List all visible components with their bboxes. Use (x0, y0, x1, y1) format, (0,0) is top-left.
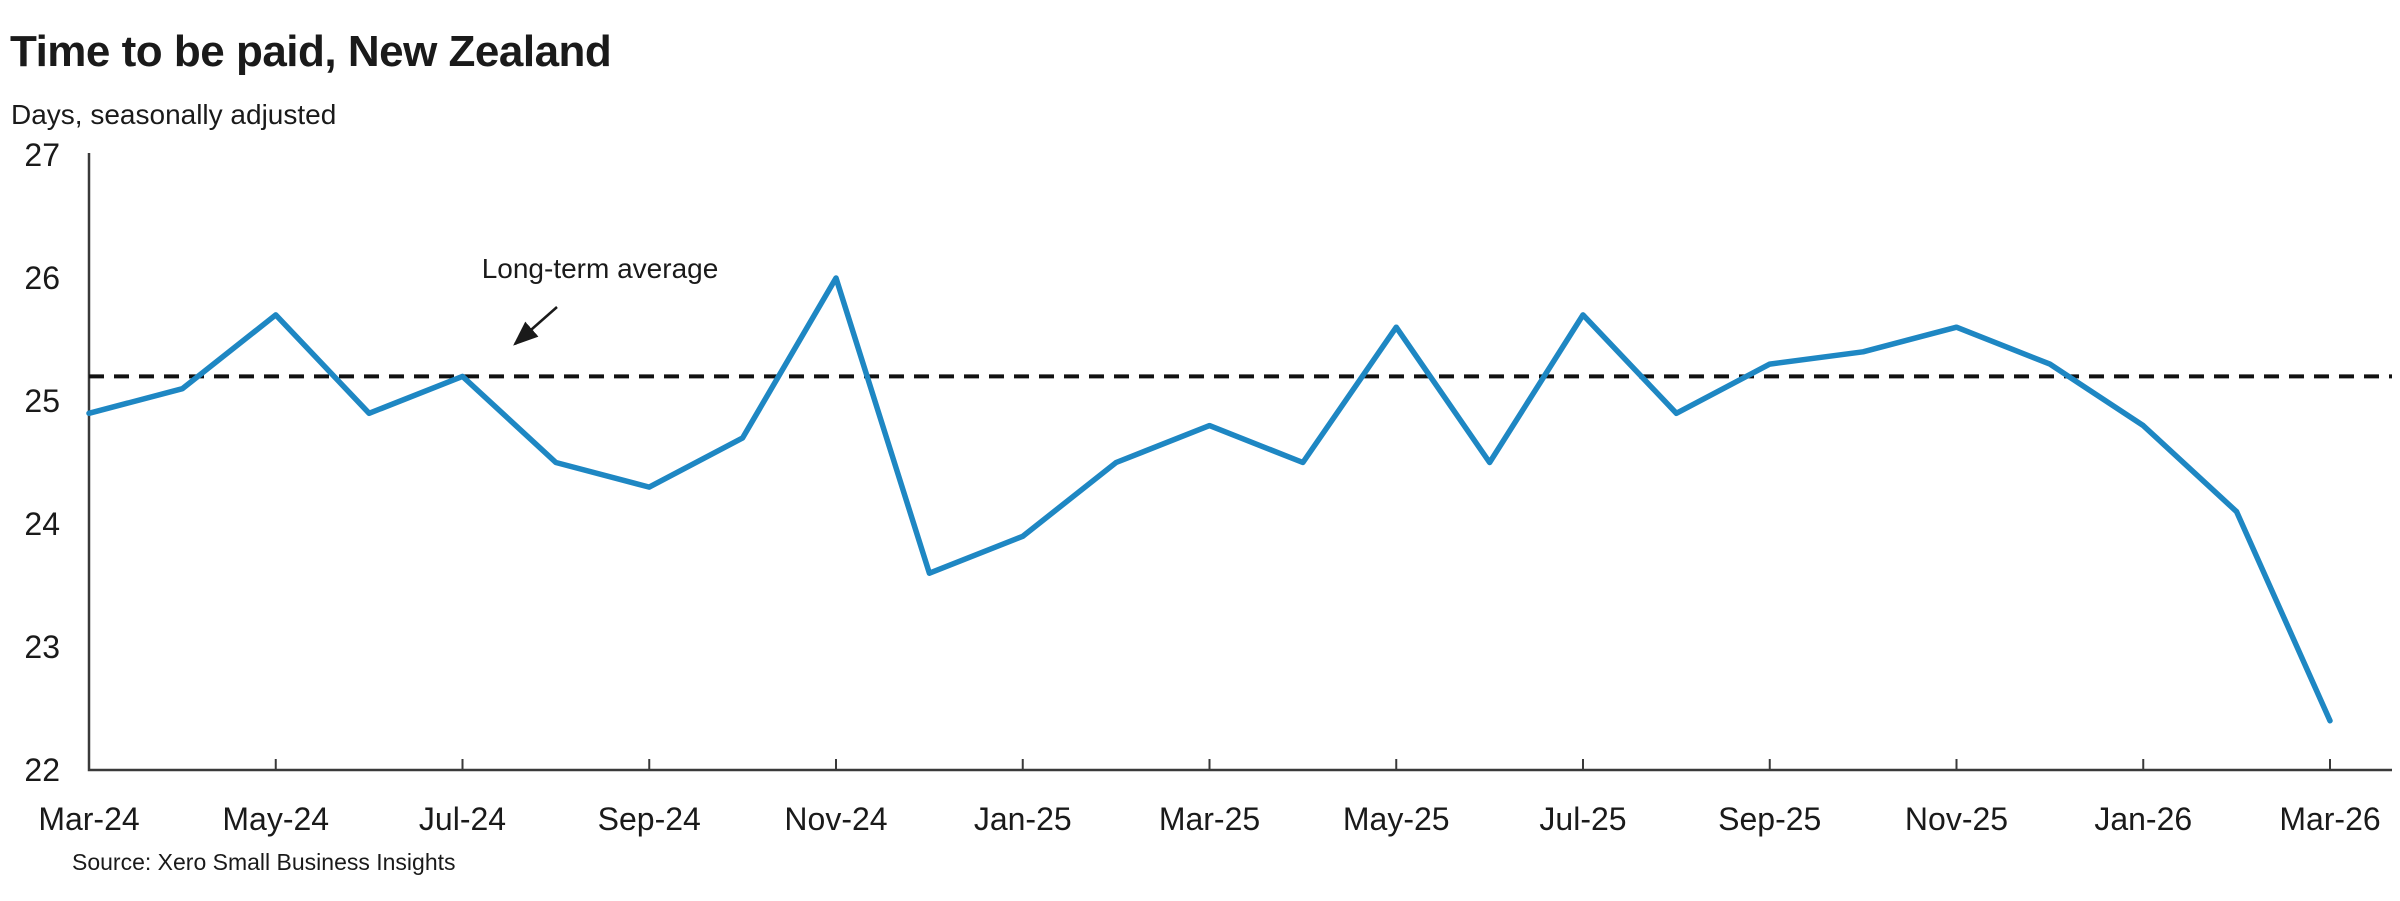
x-tick-label: Mar-26 (2279, 801, 2380, 837)
annotation-arrow (513, 306, 558, 346)
x-tick-label: May-25 (1343, 801, 1450, 837)
chart-title: Time to be paid, New Zealand (10, 27, 612, 76)
source-note: Source: Xero Small Business Insights (72, 849, 456, 875)
average-annotation-label: Long-term average (481, 253, 719, 284)
x-tick-label: Jan-25 (974, 801, 1072, 837)
x-tick-label: Nov-24 (784, 801, 887, 837)
x-tick-label: Jul-24 (419, 801, 506, 837)
y-tick-label: 22 (24, 752, 60, 788)
x-tick-label: Sep-24 (598, 801, 701, 837)
x-tick-label: May-24 (222, 801, 329, 837)
chart-subtitle: Days, seasonally adjusted (11, 99, 337, 130)
x-tick-label: Jan-26 (2094, 801, 2192, 837)
y-tick-label: 25 (24, 383, 60, 419)
x-tick-label: Mar-24 (38, 801, 139, 837)
y-tick-label: 23 (24, 629, 60, 665)
x-tick-label: Mar-25 (1159, 801, 1260, 837)
y-tick-label: 27 (24, 137, 60, 173)
x-tick-label: Nov-25 (1905, 801, 2008, 837)
y-tick-label: 26 (24, 260, 60, 296)
x-tick-label: Jul-25 (1539, 801, 1626, 837)
axis-lines (87, 153, 2392, 772)
y-tick-label: 24 (24, 506, 60, 542)
x-tick-label: Sep-25 (1718, 801, 1821, 837)
series-line (86, 275, 2333, 724)
